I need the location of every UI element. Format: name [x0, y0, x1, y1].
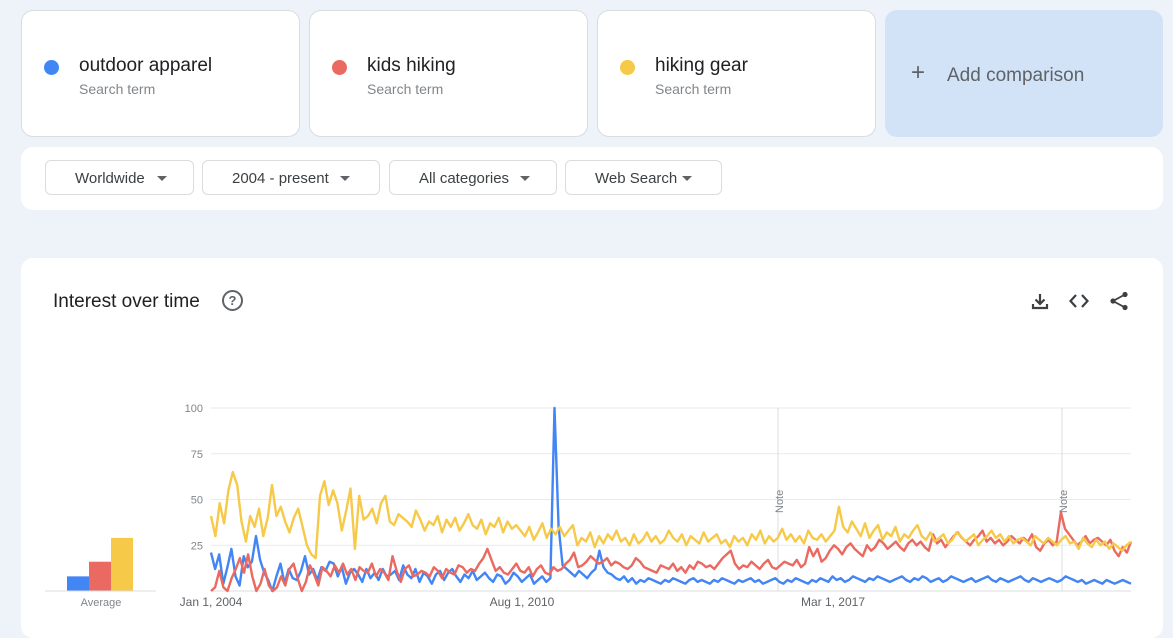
plus-icon: + — [911, 59, 926, 86]
search-type-dropdown-label: Web Search — [595, 170, 678, 187]
region-dropdown[interactable]: Worldwide — [45, 160, 194, 195]
series-color-dot — [332, 60, 347, 75]
term-card-kids-hiking[interactable]: kids hiking Search term — [309, 10, 588, 137]
x-tick-label: Mar 1, 2017 — [801, 595, 865, 609]
chart-labels: 100 75 50 25 Note Note Jan 1, 2004 Aug 1, 2010 M… — [81, 403, 1070, 609]
caret-down-icon — [340, 176, 350, 181]
average-bar[interactable] — [111, 537, 133, 591]
caret-down-icon — [157, 176, 167, 181]
panel-title: Interest over time — [53, 291, 200, 312]
series-line-outdoor-apparel[interactable] — [209, 406, 1132, 593]
add-comparison-label: Add comparison — [947, 65, 1085, 86]
term-type-label: Search term — [79, 81, 156, 97]
caret-down-icon — [520, 176, 530, 181]
term-card-outdoor-apparel[interactable]: outdoor apparel Search term — [21, 10, 300, 137]
filter-bar: Worldwide 2004 - present All categories … — [21, 147, 1163, 210]
y-tick-label: 75 — [191, 449, 203, 461]
add-comparison-button[interactable]: + Add comparison — [885, 10, 1163, 137]
help-icon[interactable]: ? — [222, 290, 243, 311]
average-bar[interactable] — [89, 561, 111, 591]
series-color-dot — [620, 60, 635, 75]
term-type-label: Search term — [367, 81, 444, 97]
region-dropdown-label: Worldwide — [75, 170, 145, 187]
term-card-hiking-gear[interactable]: hiking gear Search term — [597, 10, 876, 137]
chart-lines — [209, 406, 1133, 593]
category-dropdown-label: All categories — [419, 170, 510, 187]
x-tick-label: Aug 1, 2010 — [490, 595, 555, 609]
time-range-dropdown[interactable]: 2004 - present — [202, 160, 380, 195]
x-tick-label: Jan 1, 2004 — [180, 595, 243, 609]
note-marker-label[interactable]: Note — [774, 490, 786, 513]
interest-over-time-panel: Interest over time ? 100 75 50 25 Note Note Ja… — [21, 258, 1163, 638]
average-label: Average — [81, 597, 122, 609]
average-bar[interactable] — [67, 576, 89, 591]
term-name[interactable]: hiking gear — [655, 55, 748, 76]
series-line-kids-hiking[interactable] — [210, 511, 1133, 593]
y-tick-label: 25 — [191, 540, 203, 552]
term-name[interactable]: outdoor apparel — [79, 55, 213, 76]
caret-down-icon — [682, 176, 692, 181]
term-type-label: Search term — [655, 81, 732, 97]
series-color-dot — [44, 60, 59, 75]
compare-header: outdoor apparel Search term kids hiking … — [0, 0, 1173, 234]
share-icon[interactable] — [1108, 290, 1130, 312]
category-dropdown[interactable]: All categories — [389, 160, 557, 195]
interest-over-time-chart: 100 75 50 25 Note Note Jan 1, 2004 Aug 1, 2010 M… — [45, 403, 1133, 609]
download-icon[interactable] — [1029, 290, 1051, 312]
y-tick-label: 100 — [185, 403, 203, 415]
note-marker-label[interactable]: Note — [1058, 490, 1070, 513]
series-line-hiking-gear[interactable] — [209, 470, 1132, 560]
y-tick-label: 50 — [191, 495, 203, 507]
average-bars — [45, 537, 156, 592]
embed-code-icon[interactable] — [1068, 290, 1090, 312]
search-type-dropdown[interactable]: Web Search — [565, 160, 722, 195]
time-range-dropdown-label: 2004 - present — [232, 170, 329, 187]
term-name[interactable]: kids hiking — [367, 55, 456, 76]
